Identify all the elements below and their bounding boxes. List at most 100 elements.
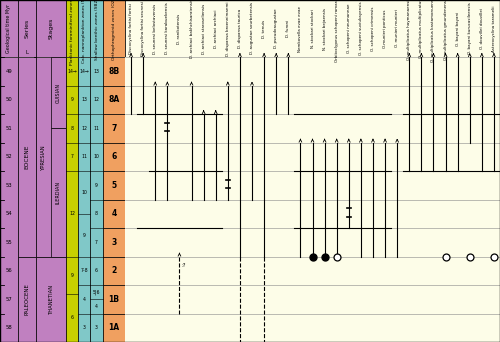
Text: D. archiaci archiaci: D. archiaci archiaci bbox=[214, 9, 218, 48]
Bar bbox=[125, 114, 500, 143]
Text: 8B: 8B bbox=[108, 67, 120, 76]
Text: 3: 3 bbox=[95, 325, 98, 330]
Bar bbox=[103, 143, 125, 171]
Text: O. schopeni neumannae: O. schopeni neumannae bbox=[347, 4, 351, 53]
Bar bbox=[18, 256, 36, 342]
Text: 5: 5 bbox=[112, 181, 116, 190]
Text: 12: 12 bbox=[81, 126, 87, 131]
Text: D. ranikotensis: D. ranikotensis bbox=[178, 13, 182, 44]
Text: 56: 56 bbox=[6, 268, 12, 273]
Text: 52: 52 bbox=[6, 154, 12, 159]
Text: 53: 53 bbox=[6, 183, 12, 188]
Text: 12: 12 bbox=[94, 97, 100, 102]
Text: O. multiplicatus multiplicatus: O. multiplicatus multiplicatus bbox=[420, 0, 424, 58]
Text: O. munieri munieri: O. munieri munieri bbox=[395, 10, 399, 48]
Text: Stages: Stages bbox=[48, 18, 54, 39]
Text: Asterocyclina taramelii: Asterocyclina taramelii bbox=[492, 5, 496, 52]
Bar bbox=[125, 86, 500, 114]
Text: 11: 11 bbox=[94, 126, 100, 131]
Text: EOCENE: EOCENE bbox=[24, 145, 29, 169]
Text: 7: 7 bbox=[70, 154, 74, 159]
Text: D. augustae sourbetensis: D. augustae sourbetensis bbox=[250, 2, 254, 54]
Bar bbox=[90, 57, 103, 342]
Text: 9: 9 bbox=[70, 97, 74, 102]
Text: D. archiaci staroseliensis: D. archiaci staroseliensis bbox=[202, 3, 205, 54]
Bar bbox=[103, 256, 125, 285]
Text: D. furoni: D. furoni bbox=[286, 20, 290, 37]
Text: THANETIAN: THANETIAN bbox=[48, 284, 54, 314]
Text: O. multiplicatus gmundenensis: O. multiplicatus gmundenensis bbox=[444, 0, 448, 60]
Text: Series: Series bbox=[24, 19, 29, 38]
Bar bbox=[0, 0, 18, 57]
Bar bbox=[103, 199, 125, 228]
Text: O.munieri ponticus: O.munieri ponticus bbox=[383, 9, 387, 48]
Bar bbox=[103, 314, 125, 342]
Bar bbox=[103, 171, 125, 199]
Text: 2: 2 bbox=[112, 266, 116, 275]
Text: :?: :? bbox=[181, 263, 186, 267]
Text: 13: 13 bbox=[81, 97, 87, 102]
Text: ILERDIAN: ILERDIAN bbox=[56, 181, 60, 204]
Bar bbox=[125, 0, 500, 57]
Text: 8A: 8A bbox=[108, 95, 120, 104]
Bar bbox=[18, 57, 36, 256]
Bar bbox=[78, 0, 90, 57]
Text: 3: 3 bbox=[112, 238, 116, 247]
Text: O. douvillei douvillei: O. douvillei douvillei bbox=[480, 8, 484, 49]
Text: Orbitoclypeus schopeni ramaraoi: Orbitoclypeus schopeni ramaraoi bbox=[334, 0, 338, 62]
Bar bbox=[103, 285, 125, 314]
Bar bbox=[66, 0, 78, 57]
Text: 50: 50 bbox=[6, 97, 12, 102]
Text: 4: 4 bbox=[95, 304, 98, 309]
Bar bbox=[36, 57, 66, 256]
Text: O. multiplicatus kastamonuensis: O. multiplicatus kastamonuensis bbox=[432, 0, 436, 62]
Text: 49: 49 bbox=[6, 69, 12, 74]
Bar bbox=[0, 57, 500, 342]
Text: 7-8: 7-8 bbox=[80, 268, 88, 273]
Text: 7: 7 bbox=[112, 124, 116, 133]
Text: 4: 4 bbox=[82, 297, 86, 302]
Text: D. dispansa broennimanmi: D. dispansa broennimanmi bbox=[226, 1, 230, 56]
Text: 8: 8 bbox=[95, 211, 98, 216]
Text: D. seunesi karabuekensis: D. seunesi karabuekensis bbox=[166, 3, 170, 54]
Text: PALEOCENE: PALEOCENE bbox=[24, 283, 29, 315]
Text: Calc. nannoplankton zones (NP): Calc. nannoplankton zones (NP) bbox=[82, 0, 86, 63]
Text: 4: 4 bbox=[112, 209, 116, 218]
Text: 14→: 14→ bbox=[67, 69, 77, 74]
Text: O. schopeni crimensis: O. schopeni crimensis bbox=[371, 6, 375, 51]
Text: 57: 57 bbox=[6, 297, 12, 302]
Bar bbox=[51, 128, 66, 256]
Text: Nemkovella evae evae: Nemkovella evae evae bbox=[298, 5, 302, 52]
Text: 1A: 1A bbox=[108, 323, 120, 332]
Text: 10: 10 bbox=[94, 154, 100, 159]
Text: O. bayani bayani: O. bayani bayani bbox=[456, 11, 460, 45]
Text: 11: 11 bbox=[81, 154, 87, 159]
Bar bbox=[125, 199, 500, 228]
Text: Shallow benthic zones (SBZ): Shallow benthic zones (SBZ) bbox=[94, 0, 98, 60]
Bar bbox=[125, 285, 500, 314]
Bar bbox=[36, 256, 66, 342]
Text: 6: 6 bbox=[95, 268, 98, 273]
Text: Planktonic foraminiferal zones (P): Planktonic foraminiferal zones (P) bbox=[70, 0, 74, 65]
Text: 12: 12 bbox=[69, 211, 75, 216]
Bar bbox=[125, 143, 500, 171]
Bar bbox=[78, 57, 90, 342]
Text: 54: 54 bbox=[6, 211, 12, 216]
Text: 5|6: 5|6 bbox=[93, 289, 100, 295]
Text: 55: 55 bbox=[6, 240, 12, 245]
Text: 13: 13 bbox=[94, 69, 100, 74]
Text: 1B: 1B bbox=[108, 295, 120, 304]
Text: O. schopeni suviukayensis: O. schopeni suviukayensis bbox=[359, 2, 363, 55]
Text: 58: 58 bbox=[6, 325, 12, 330]
Text: 8: 8 bbox=[70, 126, 74, 131]
Bar bbox=[0, 57, 18, 342]
Text: 7: 7 bbox=[95, 240, 98, 245]
Bar bbox=[51, 57, 66, 128]
Bar bbox=[103, 228, 125, 256]
Text: Orthophragminid zones (OZ): Orthophragminid zones (OZ) bbox=[112, 0, 116, 60]
Text: 51: 51 bbox=[6, 126, 12, 131]
Text: Discocyclina fortisi fortisi: Discocyclina fortisi fortisi bbox=[129, 3, 133, 54]
Text: O. bayani kurucasileensis: O. bayani kurucasileensis bbox=[468, 3, 472, 54]
Text: CUISIAN: CUISIAN bbox=[56, 82, 60, 103]
Bar bbox=[125, 171, 500, 199]
